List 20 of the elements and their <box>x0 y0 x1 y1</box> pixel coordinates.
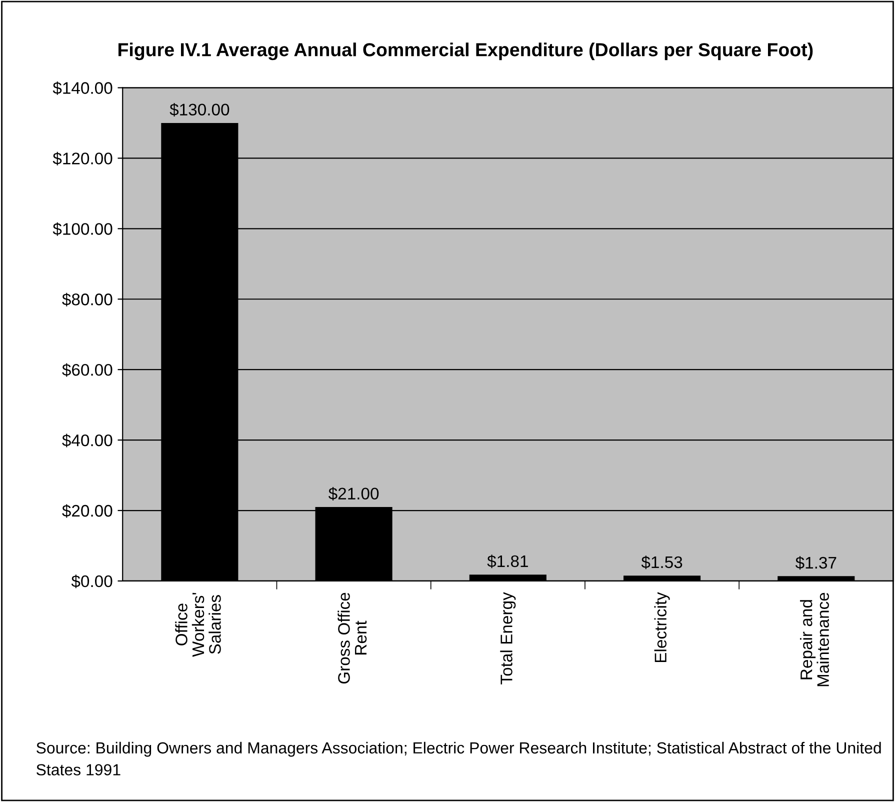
y-tick-label: $100.00 <box>52 222 112 236</box>
y-tick-label: $40.00 <box>62 434 112 448</box>
y-tick-label: $120.00 <box>52 152 112 166</box>
data-label: $1.37 <box>795 556 836 570</box>
data-label: $1.53 <box>641 556 682 570</box>
x-tick-label: Office Workers' Salaries <box>175 592 221 657</box>
data-label: $130.00 <box>170 103 230 116</box>
y-tick-label: $60.00 <box>62 363 112 377</box>
y-tick-label: $140.00 <box>52 81 112 95</box>
y-tick-label: $0.00 <box>71 574 112 588</box>
data-label: $21.00 <box>328 487 379 501</box>
x-tick-label: Total Energy <box>500 592 516 684</box>
chart-title: Figure IV.1 Average Annual Commercial Expenditure (Dollars per Square Foot) <box>118 42 813 60</box>
source-note: Source: Building Owners and Managers Association; Electric Power Research Institute; Statistical Abstract of the United States 1991 <box>36 742 881 776</box>
x-tick-label: Repair and Maintenance <box>800 592 829 686</box>
x-tick-label: Gross Office Rent <box>338 592 367 684</box>
x-tick-label: Electricity <box>654 592 670 662</box>
data-label: $1.81 <box>487 554 528 568</box>
y-tick-label: $80.00 <box>62 292 112 306</box>
y-tick-label: $20.00 <box>62 504 112 518</box>
